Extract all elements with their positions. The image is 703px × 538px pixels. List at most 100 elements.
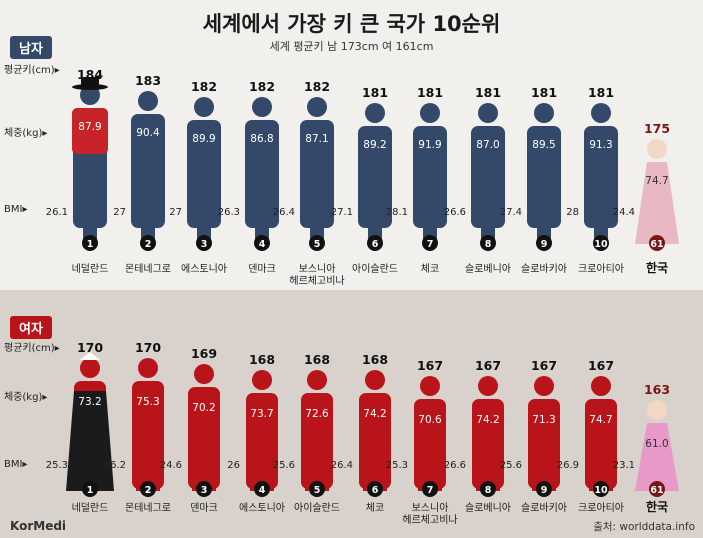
hat-crown <box>81 77 99 87</box>
female-weight-label: 체중(kg)▸ <box>4 392 48 403</box>
rank-badge <box>254 481 270 497</box>
female-weight-label-4: 72.6 <box>305 408 329 420</box>
page-title: 세계에서 가장 키 큰 국가 10순위 <box>202 12 501 36</box>
female-bmi-label-5: 26.4 <box>331 460 353 471</box>
female-rank-6: 7 <box>427 485 434 496</box>
male-height-label-10: 175 <box>644 121 670 136</box>
male-figure-8 <box>527 103 561 251</box>
figure-head <box>478 376 498 396</box>
male-figure-2 <box>187 97 221 251</box>
rank-badge <box>536 235 552 251</box>
male-figure-5 <box>358 103 392 251</box>
female-category-0: 네덜란드 <box>72 502 109 514</box>
male-height-label-8: 181 <box>531 85 557 100</box>
figure-head <box>591 376 611 396</box>
female-rank-2: 3 <box>201 485 208 496</box>
male-bmi-label-8: 27.4 <box>500 207 522 218</box>
female-bmi-label-9: 26.9 <box>557 460 579 471</box>
female-height-label-0: 170 <box>77 340 103 355</box>
rank-badge <box>593 481 609 497</box>
figure-body <box>414 399 446 489</box>
male-figure-10 <box>635 139 679 251</box>
female-weight-label-1: 75.3 <box>136 396 159 408</box>
source-note: 출처: worlddata.info <box>593 521 695 533</box>
male-bmi-label-1: 27 <box>113 207 126 218</box>
female-figure-3 <box>246 370 278 497</box>
female-bmi-label-4: 25.6 <box>273 460 295 471</box>
female-bmi-label-6: 25.3 <box>386 460 408 471</box>
female-category-8: 슬로바키아 <box>521 502 567 514</box>
figure-head <box>252 97 272 117</box>
female-rank-3: 4 <box>259 485 266 496</box>
male-weight-label-9: 91.3 <box>589 139 612 151</box>
rank-badge <box>140 481 156 497</box>
male-height-label-9: 181 <box>588 85 614 100</box>
female-category-6: 보스니아 <box>412 502 449 514</box>
female-category-4: 아이슬란드 <box>294 502 340 514</box>
male-weight-label-2: 89.9 <box>192 133 215 145</box>
hanbok-body <box>635 423 679 491</box>
male-bmi-label-2: 27 <box>169 207 182 218</box>
female-category-6-line2: 헤르체고비나 <box>402 514 457 526</box>
male-weight-label-0: 87.9 <box>78 121 101 133</box>
male-bmi-label-7: 26.6 <box>444 207 466 218</box>
female-height-label-6: 167 <box>417 358 443 373</box>
male-category-9: 크로아티아 <box>578 263 624 275</box>
male-height-label-4: 182 <box>304 79 330 94</box>
male-weight-label-1: 90.4 <box>136 127 160 139</box>
male-figure-9 <box>584 103 618 251</box>
rank-badge <box>254 235 270 251</box>
female-height-label-5: 168 <box>362 352 388 367</box>
female-rank-7: 8 <box>485 485 492 496</box>
male-category-5: 아이슬란드 <box>352 263 398 275</box>
rank-badge <box>196 481 212 497</box>
male-bmi-label-9: 28 <box>566 207 579 218</box>
rank-badge <box>367 481 383 497</box>
rank-badge <box>649 481 665 497</box>
female-rank-9: 10 <box>594 485 608 496</box>
female-figure-2 <box>188 364 220 497</box>
male-height-label-6: 181 <box>417 85 443 100</box>
rank-badge <box>480 235 496 251</box>
figure-head <box>534 103 554 123</box>
rank-badge <box>140 235 156 251</box>
female-height-label-2: 169 <box>191 346 217 361</box>
figure-body <box>131 114 165 228</box>
figure-head <box>420 376 440 396</box>
rank-badge <box>422 481 438 497</box>
male-tag: 남자 <box>10 36 52 59</box>
female-weight-label-6: 70.6 <box>418 414 442 426</box>
female-bmi-label-2: 24.6 <box>160 460 182 471</box>
female-category-3: 에스토니아 <box>239 502 285 514</box>
male-figure-4 <box>300 97 334 251</box>
rank-badge <box>649 235 665 251</box>
male-height-label-2: 182 <box>191 79 217 94</box>
skirt <box>66 391 114 491</box>
female-height-label-8: 167 <box>531 358 557 373</box>
rank-badge <box>422 235 438 251</box>
male-weight-label: 체중(kg)▸ <box>4 128 48 139</box>
male-figure-1 <box>131 91 165 251</box>
figure-head <box>647 139 667 159</box>
male-rank-4: 5 <box>314 239 321 250</box>
male-height-label-7: 181 <box>475 85 501 100</box>
male-height-label-3: 182 <box>249 79 275 94</box>
female-height-label-4: 168 <box>304 352 330 367</box>
male-height-label-0: 184 <box>77 67 103 82</box>
figure-head <box>80 85 100 105</box>
figure-head <box>365 103 385 123</box>
female-figure-10 <box>635 400 679 497</box>
rank-badge <box>196 235 212 251</box>
male-figure-7 <box>471 103 505 251</box>
female-weight-label-3: 73.7 <box>250 408 273 420</box>
male-weight-label-8: 89.5 <box>532 139 555 151</box>
kormedi-logo: KorMedi <box>10 519 67 533</box>
male-bmi-label: BMI▸ <box>4 204 28 215</box>
male-rank-9: 10 <box>594 239 608 250</box>
female-height-label: 평균키(cm)▸ <box>4 343 60 354</box>
rank-badge <box>309 481 325 497</box>
figure-body <box>359 393 391 489</box>
female-height-label-3: 168 <box>249 352 275 367</box>
figure-body <box>188 387 220 489</box>
female-figure-1 <box>132 358 164 497</box>
